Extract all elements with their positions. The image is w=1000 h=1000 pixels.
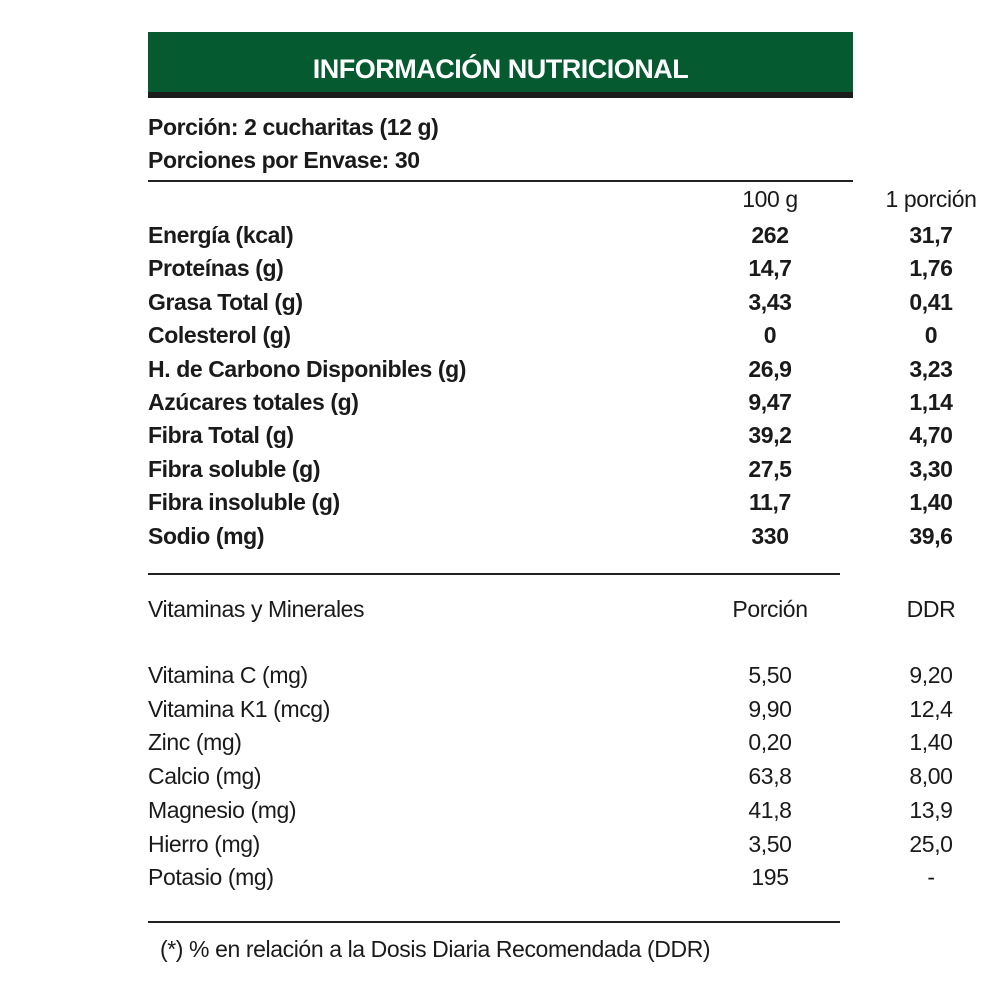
row-value-2: 25,0 [909,830,953,857]
table-row: Fibra Total (g) 39,2 4,70 [148,422,953,456]
row-value-2: 1,14 [909,389,953,415]
table-row: Proteínas (g) 14,7 1,76 [148,255,953,289]
row-value-2: 3,30 [909,455,953,482]
col-header-portion: 1 porción [885,186,977,212]
table-row: H. de Carbono Disponibles (g) 26,9 3,23 [148,355,953,390]
row-value-1: 41,8 [748,796,792,823]
row-name: Vitamina C (mg) [148,662,308,688]
row-value-2: 9,20 [909,662,953,688]
row-name: Vitamina K1 (mcg) [148,695,330,722]
row-name: Energía (kcal) [148,222,294,248]
table-row: Grasa Total (g) 3,43 0,41 [148,288,953,323]
divider [148,573,840,575]
row-value-1: 330 [751,522,789,549]
row-value-1: 11,7 [749,489,791,516]
vitamins-title: Vitaminas y Minerales [148,596,365,622]
row-value-2: 1,40 [909,489,953,516]
row-value-2: 3,23 [909,355,953,382]
row-name: Azúcares totales (g) [148,389,359,415]
row-value-2: 31,7 [909,222,953,248]
label-title: INFORMACIÓN NUTRICIONAL [312,54,689,84]
row-name: Sodio (mg) [148,522,265,549]
row-value-2: 8,00 [909,763,953,790]
table-row: Fibra insoluble (g) 11,7 1,40 [148,489,953,523]
row-value-1: 9,47 [748,389,792,415]
row-value-1: 5,50 [748,662,792,688]
table-row: Colesterol (g) 0 0 [148,322,938,356]
row-name: Colesterol (g) [148,322,291,349]
table-row: Hierro (mg) 3,50 25,0 [148,830,953,865]
label-header: INFORMACIÓN NUTRICIONAL [148,32,853,98]
table-row: Vitamina K1 (mcg) 9,90 12,4 [148,695,953,730]
row-value-1: 26,9 [748,355,792,382]
col-header-portion: Porción [732,596,808,622]
row-name: Hierro (mg) [148,830,260,857]
table-row: Vitamina C (mg) 5,50 9,20 [148,662,953,696]
servings-per-container: Porciones por Envase: 30 [148,147,420,173]
col-header-100g: 100 g [742,186,798,212]
table-row: Calcio (mg) 63,8 8,00 [148,763,953,797]
row-value-1: 9,90 [748,695,792,722]
row-value-2: 1,40 [909,729,953,756]
row-value-1: 14,7 [748,255,792,282]
row-value-1: 39,2 [748,422,792,449]
table-row: Azúcares totales (g) 9,47 1,14 [148,389,953,423]
table-row: Energía (kcal) 262 31,7 [148,222,953,256]
row-value-1: 195 [751,864,789,891]
row-name: Zinc (mg) [148,729,242,756]
row-name: Calcio (mg) [148,763,262,790]
table-row: Potasio (mg) 195 - [148,864,935,898]
row-value-2: 12,4 [909,695,953,722]
row-name: Magnesio (mg) [148,796,297,823]
row-value-1: 0,20 [748,729,792,756]
table-row: Fibra soluble (g) 27,5 3,30 [148,455,953,490]
col-header-ddr: DDR [906,596,956,622]
row-value-2: 1,76 [909,255,953,282]
row-value-2: - [927,864,935,891]
table-row: Sodio (mg) 330 39,6 [148,522,953,557]
serving-size: Porción: 2 cucharitas (12 g) [148,114,439,140]
row-value-2: 13,9 [909,796,953,823]
divider [148,180,853,182]
row-name: H. de Carbono Disponibles (g) [148,355,467,382]
divider [148,921,840,923]
table-row: Magnesio (mg) 41,8 13,9 [148,796,953,831]
row-value-2: 39,6 [909,522,953,549]
table-row: Zinc (mg) 0,20 1,40 [148,729,953,763]
row-value-1: 63,8 [748,763,792,790]
row-value-1: 3,50 [748,830,792,857]
row-value-2: 0,41 [909,288,953,315]
row-value-1: 262 [751,222,789,248]
row-value-2: 4,70 [909,422,953,449]
row-value-1: 3,43 [748,288,792,315]
nutrient-header-row: 100 g 1 porción [148,186,977,220]
row-value-2: 0 [924,322,938,349]
row-name: Potasio (mg) [148,864,274,891]
row-name: Fibra insoluble (g) [148,489,340,516]
row-value-1: 0 [763,322,777,349]
vitamins-header-row: Vitaminas y Minerales Porción DDR [148,596,956,630]
row-name: Proteínas (g) [148,255,284,282]
row-name: Fibra soluble (g) [148,455,321,482]
row-value-1: 27,5 [748,455,792,482]
row-name: Fibra Total (g) [148,422,294,449]
row-name: Grasa Total (g) [148,288,303,315]
footnote: (*) % en relación a la Dosis Diaria Reco… [160,936,711,962]
